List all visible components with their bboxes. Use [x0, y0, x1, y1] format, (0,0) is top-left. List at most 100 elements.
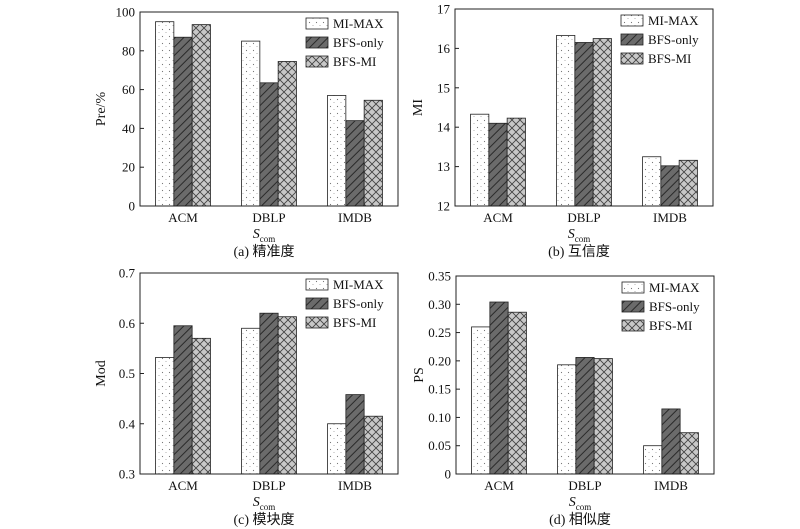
bar-imdb-bfs-mi [678, 159, 698, 207]
bar-imdb-mi-max [327, 423, 347, 475]
y-tick-label: 0.6 [119, 316, 136, 331]
legend-label: MI-MAX [648, 13, 699, 28]
bar-acm-bfs-only [489, 301, 509, 475]
bar-acm-mi-max [471, 326, 491, 475]
bar-dblp-mi-max [557, 364, 577, 475]
y-tick-label: 15 [437, 80, 450, 95]
y-tick-label: 13 [437, 159, 450, 174]
legend-swatch [621, 300, 645, 313]
y-tick-label: 0 [129, 199, 136, 214]
x-tick-label: DBLP [252, 478, 285, 493]
bar-imdb-bfs-mi [679, 432, 699, 475]
legend-label: MI-MAX [333, 16, 384, 31]
chart-panel-0: ACM DBLP IMDB 0 20 40 60 80 100 Pre/% Scom(a) 精准度 M… [94, 5, 399, 260]
y-tick-label: 0.7 [119, 266, 136, 281]
y-tick-label: 0 [445, 467, 452, 482]
bar-dblp-bfs-only [575, 357, 595, 475]
bar-acm-mi-max [470, 113, 490, 207]
bar-dblp-bfs-mi [277, 316, 297, 475]
y-tick-label: 14 [437, 120, 451, 135]
legend-swatch [620, 14, 644, 27]
x-tick-label: DBLP [568, 478, 601, 493]
legend-label: BFS-only [649, 299, 700, 314]
panel-caption: (a) 精准度 [233, 244, 294, 260]
legend-swatch [305, 278, 329, 291]
x-tick-label: ACM [168, 210, 198, 225]
y-tick-label: 0.4 [119, 416, 136, 431]
x-axis-label: Scom [569, 495, 592, 512]
bar-imdb-bfs-mi [363, 99, 383, 207]
bar-dblp-mi-max [241, 40, 261, 207]
y-tick-label: 16 [437, 41, 451, 56]
x-tick-label: DBLP [252, 210, 285, 225]
legend-label: MI-MAX [649, 280, 700, 295]
legend-swatch [621, 319, 645, 332]
legend-label: BFS-MI [333, 315, 376, 330]
legend-swatch [620, 33, 644, 46]
x-tick-label: DBLP [567, 210, 600, 225]
legend-label: BFS-only [648, 32, 699, 47]
bar-dblp-bfs-mi [277, 61, 297, 207]
y-axis-label: PS [412, 367, 427, 383]
x-tick-label: IMDB [338, 210, 372, 225]
legend-swatch [305, 55, 329, 68]
bar-acm-bfs-mi [507, 311, 527, 475]
y-tick-label: 0.25 [428, 325, 451, 340]
y-tick-label: 0.5 [119, 366, 135, 381]
x-tick-label: IMDB [653, 210, 687, 225]
y-tick-label: 100 [116, 5, 136, 20]
legend-swatch [305, 36, 329, 49]
x-tick-label: ACM [483, 210, 513, 225]
y-axis-label: Mod [94, 360, 109, 386]
bar-acm-bfs-only [173, 325, 193, 475]
bar-acm-mi-max [155, 357, 175, 475]
bar-acm-bfs-mi [191, 24, 211, 207]
y-tick-label: 0.20 [428, 353, 451, 368]
bar-acm-bfs-mi [191, 337, 211, 475]
bar-dblp-bfs-only [259, 312, 279, 475]
y-tick-label: 0.30 [428, 297, 451, 312]
bar-imdb-mi-max [643, 445, 663, 475]
x-tick-label: ACM [168, 478, 198, 493]
bar-imdb-bfs-only [345, 120, 365, 207]
legend-swatch [305, 316, 329, 329]
y-axis-label: Pre/% [94, 92, 109, 127]
y-axis-label: MI [411, 99, 426, 116]
bar-dblp-mi-max [241, 327, 261, 475]
legend-swatch [620, 52, 644, 65]
bar-imdb-bfs-only [345, 394, 365, 475]
x-tick-label: IMDB [338, 478, 372, 493]
x-tick-label: ACM [484, 478, 514, 493]
bar-dblp-bfs-mi [592, 38, 612, 207]
y-tick-label: 80 [122, 43, 135, 58]
legend-label: BFS-only [333, 35, 384, 50]
y-tick-label: 17 [437, 2, 451, 17]
panel-caption: (b) 互信度 [548, 244, 610, 260]
plot-frame [455, 275, 715, 475]
x-tick-label: IMDB [654, 478, 688, 493]
panel-caption: (d) 相似度 [549, 512, 611, 528]
y-tick-label: 0.05 [428, 438, 451, 453]
bar-acm-bfs-mi [506, 117, 526, 207]
bar-imdb-mi-max [327, 95, 347, 207]
y-tick-label: 0.15 [428, 382, 451, 397]
plot-frame [139, 11, 399, 207]
bar-imdb-bfs-only [660, 165, 680, 207]
panel-caption: (c) 模块度 [233, 512, 294, 528]
bar-imdb-bfs-only [661, 408, 681, 475]
chart-panel-1: ACM DBLP IMDB 12 13 14 15 16 17 MI Scom(b) 互信度 MI-M… [411, 2, 714, 260]
bar-dblp-bfs-mi [593, 358, 613, 475]
legend-label: BFS-only [333, 296, 384, 311]
bar-dblp-bfs-only [574, 42, 594, 207]
y-tick-label: 12 [437, 199, 450, 214]
bar-imdb-mi-max [642, 156, 662, 207]
bar-acm-bfs-only [173, 36, 193, 207]
chart-panel-2: ACM DBLP IMDB 0.3 0.4 0.5 0.6 0.7 Mod Scom(c) 模块度… [94, 266, 399, 528]
y-tick-label: 0.35 [428, 269, 451, 284]
x-axis-label: Scom [253, 227, 276, 244]
legend-label: BFS-MI [333, 54, 376, 69]
y-tick-label: 20 [122, 160, 135, 175]
y-tick-label: 0.3 [119, 467, 135, 482]
